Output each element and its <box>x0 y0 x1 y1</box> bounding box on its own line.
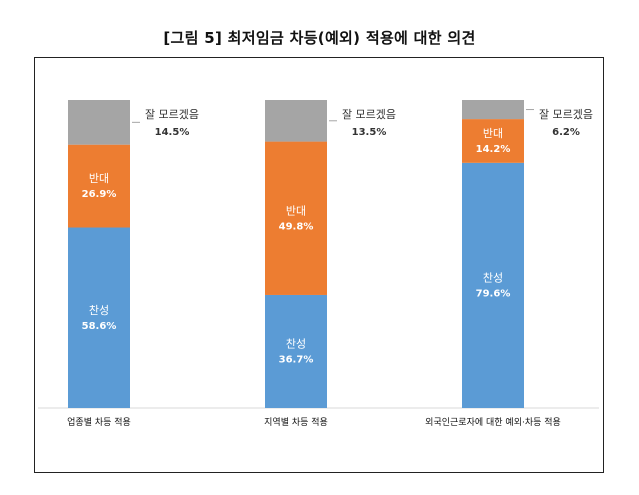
data-label: 49.8% <box>279 221 314 232</box>
segment-series-label: 잘 모르겠음 <box>342 108 396 121</box>
data-label: 36.7% <box>279 354 314 365</box>
bar-segment-3-cat-1 <box>68 100 130 145</box>
x-tick-label: 외국인근로자에 대한 예외·차등 적용 <box>425 416 561 428</box>
segment-series-label: 반대 <box>89 172 109 185</box>
data-label: 26.9% <box>82 189 117 200</box>
segment-series-label: 찬성 <box>483 270 503 284</box>
bar-segment-2-cat-2 <box>265 141 327 295</box>
data-label: 14.5% <box>155 127 190 138</box>
bar-segment-2-cat-1 <box>68 144 130 228</box>
segment-series-label: 찬성 <box>286 336 306 350</box>
data-label: 13.5% <box>352 127 387 138</box>
bar-segment-3-cat-2 <box>265 100 327 142</box>
data-label: 79.6% <box>476 288 511 299</box>
bar-segment-1-cat-1 <box>68 227 130 408</box>
segment-series-label: 찬성 <box>89 303 109 317</box>
data-label: 6.2% <box>552 127 580 138</box>
data-label: 58.6% <box>82 321 117 332</box>
segment-series-label: 반대 <box>483 127 503 140</box>
chart-frame <box>34 57 604 473</box>
bar-segment-1-cat-3 <box>462 162 524 408</box>
segment-series-label: 잘 모르겠음 <box>145 108 199 121</box>
segment-series-label: 반대 <box>286 204 306 217</box>
chart-title: [그림 5] 최저임금 차등(예외) 적용에 대한 의견 <box>163 29 476 47</box>
data-label: 14.2% <box>476 144 511 155</box>
segment-series-label: 잘 모르겠음 <box>539 108 593 121</box>
x-tick-label: 업종별 차등 적용 <box>67 416 131 428</box>
bar-segment-2-cat-3 <box>462 119 524 163</box>
bar-segment-3-cat-3 <box>462 100 524 120</box>
bar-segment-1-cat-2 <box>265 294 327 408</box>
x-tick-label: 지역별 차등 적용 <box>264 416 328 428</box>
